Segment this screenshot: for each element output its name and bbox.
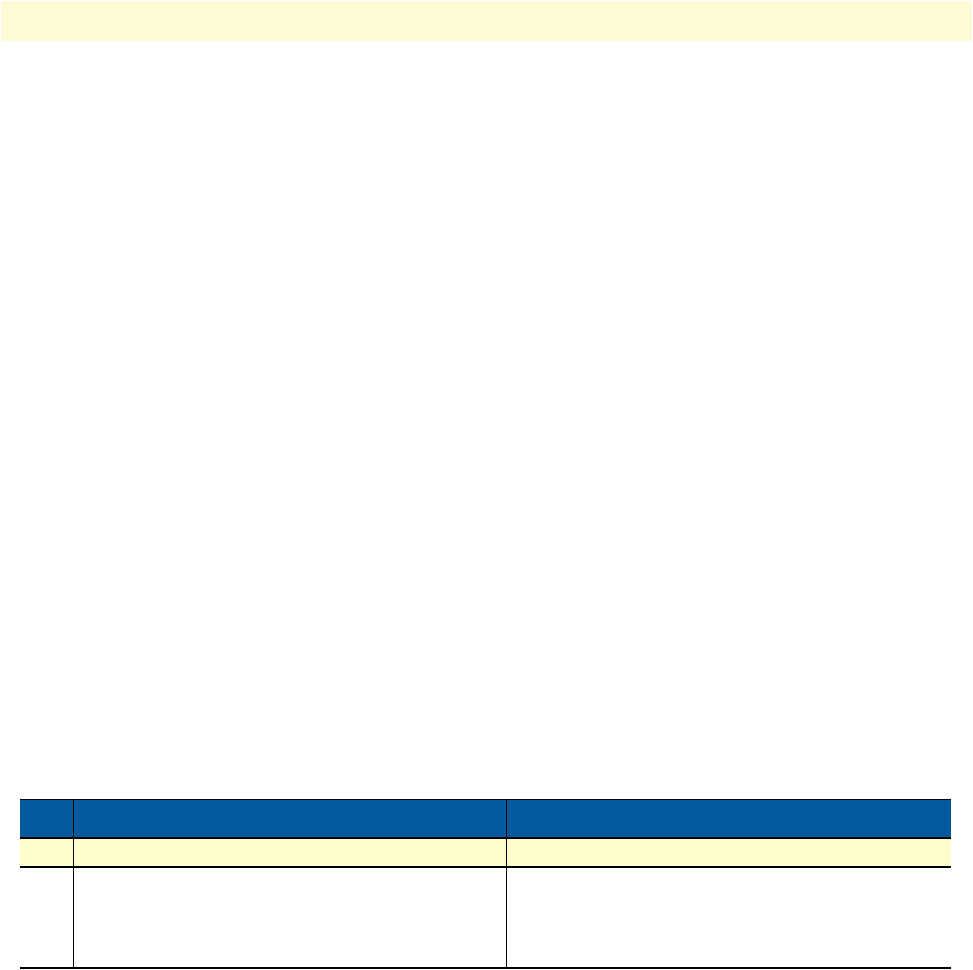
column-header	[506, 799, 951, 838]
table-row	[20, 837, 951, 867]
column-header	[20, 800, 74, 838]
table-cell	[506, 837, 951, 867]
table-cell	[73, 837, 507, 867]
data-table	[20, 799, 951, 969]
table-cell	[20, 838, 74, 867]
page-header-band	[1, 1, 972, 41]
table-header-row	[20, 799, 951, 838]
table-cell	[506, 866, 951, 968]
table-row	[20, 866, 951, 968]
table-cell	[73, 866, 507, 968]
table-cell	[20, 867, 74, 968]
column-header	[73, 799, 507, 838]
